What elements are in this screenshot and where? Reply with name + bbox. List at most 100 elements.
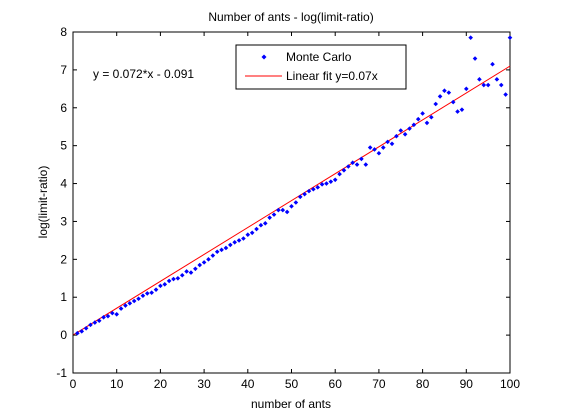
data-point xyxy=(171,276,176,282)
data-point xyxy=(380,145,386,150)
x-axis-label: number of ants xyxy=(251,397,331,411)
x-tick-label: 80 xyxy=(416,377,430,391)
data-point xyxy=(131,298,137,304)
y-tick-label: -1 xyxy=(56,366,67,380)
data-point xyxy=(507,35,513,40)
data-point xyxy=(293,200,299,205)
data-point xyxy=(118,306,124,311)
data-point xyxy=(289,203,294,209)
x-tick-label: 30 xyxy=(197,377,211,391)
data-point xyxy=(105,313,111,319)
y-tick-label: 2 xyxy=(60,252,67,266)
y-tick-label: 1 xyxy=(60,290,67,304)
data-point xyxy=(175,275,181,281)
data-point xyxy=(485,82,491,88)
data-point xyxy=(394,133,399,139)
x-axis-ticks: 0 10 20 30 40 50 60 70 80 90 100 xyxy=(70,32,520,391)
data-point xyxy=(123,303,128,308)
data-point xyxy=(363,162,369,167)
legend-box xyxy=(235,44,407,90)
legend-marker-monte-carlo xyxy=(261,54,267,60)
data-point xyxy=(402,132,408,137)
data-point xyxy=(346,164,351,169)
x-tick-label: 0 xyxy=(70,377,77,391)
data-point xyxy=(481,82,487,88)
legend-entry-linear-fit: Linear fit y=0.07x xyxy=(245,69,378,83)
data-point xyxy=(328,179,334,184)
data-point xyxy=(223,245,229,251)
data-point xyxy=(385,139,390,145)
y-tick-label: 7 xyxy=(60,63,67,77)
data-point xyxy=(92,320,98,325)
data-point xyxy=(262,221,268,226)
data-point xyxy=(214,249,220,255)
data-point xyxy=(411,122,417,128)
data-point xyxy=(420,111,425,116)
data-point xyxy=(424,120,430,126)
x-tick-label: 10 xyxy=(110,377,124,391)
y-tick-label: 4 xyxy=(60,177,67,191)
data-point xyxy=(302,191,307,197)
data-point xyxy=(114,311,119,317)
y-tick-label: 5 xyxy=(60,139,67,153)
data-point xyxy=(332,177,338,183)
data-point xyxy=(197,262,203,268)
x-tick-label: 100 xyxy=(500,377,520,391)
data-point xyxy=(367,145,373,150)
data-point xyxy=(341,167,347,173)
x-tick-label: 90 xyxy=(460,377,474,391)
fit-line-layer xyxy=(72,65,511,336)
data-point xyxy=(228,242,233,248)
data-point xyxy=(110,310,115,316)
data-point xyxy=(415,116,421,122)
data-point xyxy=(136,296,141,302)
y-tick-label: 6 xyxy=(60,101,67,115)
x-tick-label: 60 xyxy=(329,377,343,391)
data-point xyxy=(267,215,272,220)
data-point xyxy=(442,88,447,94)
y-tick-label: 3 xyxy=(60,214,67,228)
legend: Monte Carlo Linear fit y=0.07x xyxy=(235,44,407,90)
data-point xyxy=(407,126,412,131)
chart-title: Number of ants - log(limit-ratio) xyxy=(208,10,373,24)
x-tick-label: 50 xyxy=(285,377,299,391)
data-point xyxy=(297,194,303,200)
data-point xyxy=(79,329,85,334)
data-point xyxy=(96,318,102,324)
data-point xyxy=(276,207,281,213)
data-point xyxy=(376,150,382,156)
data-point xyxy=(101,315,106,320)
data-point xyxy=(459,107,465,112)
data-point xyxy=(184,269,189,274)
fit-equation-annotation: y = 0.072*x - 0.091 xyxy=(93,67,194,81)
data-point xyxy=(219,247,224,253)
data-point xyxy=(354,162,360,167)
data-point xyxy=(455,109,460,114)
data-point xyxy=(472,56,478,61)
data-point xyxy=(337,171,342,177)
data-point xyxy=(127,300,133,306)
data-point xyxy=(350,160,355,166)
data-point xyxy=(468,35,473,40)
data-point xyxy=(254,226,259,232)
data-point xyxy=(280,207,286,213)
data-point xyxy=(232,239,237,245)
data-point xyxy=(315,185,321,190)
y-tick-label: 0 xyxy=(60,328,67,342)
data-point xyxy=(188,270,194,275)
x-tick-label: 70 xyxy=(372,377,386,391)
legend-entry-monte-carlo: Monte Carlo xyxy=(261,50,352,64)
data-point xyxy=(359,156,364,162)
data-point xyxy=(153,287,159,292)
data-point xyxy=(140,293,146,299)
data-point xyxy=(271,212,277,217)
data-point xyxy=(249,230,255,236)
data-point xyxy=(450,99,456,105)
data-point xyxy=(201,260,207,265)
data-point xyxy=(241,236,246,241)
data-point xyxy=(389,141,395,147)
data-point xyxy=(398,128,404,133)
y-axis-label: log(limit-ratio) xyxy=(36,166,50,239)
data-point xyxy=(433,101,439,107)
